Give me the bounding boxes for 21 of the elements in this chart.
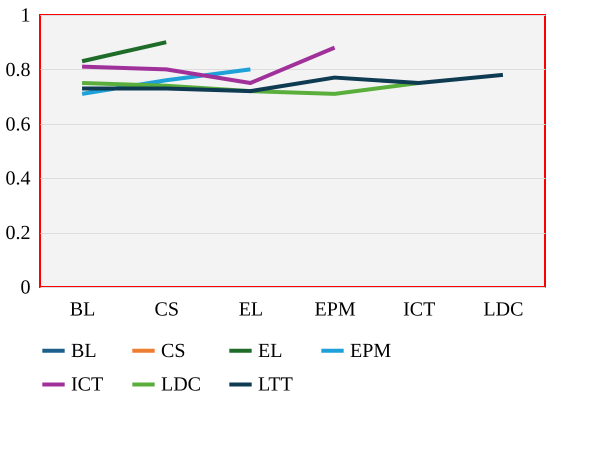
line-series — [80, 72, 505, 94]
legend-label: EL — [258, 340, 282, 362]
legend-label: EPM — [350, 340, 392, 362]
y-tick-label: 0.8 — [6, 58, 30, 81]
x-tick-label: CS — [154, 298, 179, 320]
legend-label: ICT — [71, 374, 104, 396]
legend-label: LDC — [161, 374, 201, 396]
y-tick-label: 0.6 — [6, 113, 30, 136]
x-tick-label: EL — [238, 298, 264, 320]
legend-label: LTT — [258, 374, 293, 396]
y-tick-label: 0.2 — [6, 222, 30, 244]
x-tick-label: LDC — [483, 298, 524, 320]
y-tick-label: 1 — [20, 4, 30, 26]
x-tick-label: BL — [70, 298, 96, 320]
x-tick-label: EPM — [314, 298, 356, 320]
y-tick-label: 0 — [20, 276, 30, 298]
line-series — [80, 46, 337, 85]
x-tick-label: ICT — [403, 298, 436, 320]
legend-label: CS — [161, 340, 186, 362]
y-tick-label: 0.4 — [6, 168, 30, 190]
legend-label: BL — [71, 340, 97, 362]
